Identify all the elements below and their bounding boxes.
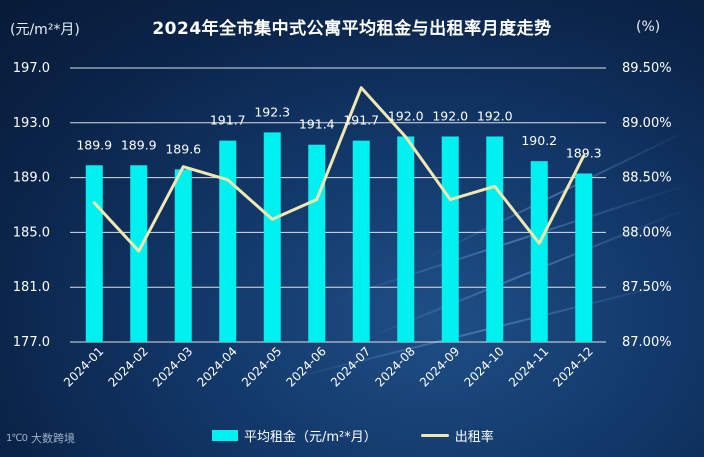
legend-item-occupancy: 出租率 bbox=[420, 426, 494, 445]
rent-data-label: 192.0 bbox=[477, 109, 513, 124]
left-axis-tick-label: 177.0 bbox=[13, 335, 50, 350]
rent-data-label: 192.0 bbox=[388, 109, 424, 124]
rent-bar bbox=[308, 144, 326, 342]
rent-bar bbox=[219, 140, 237, 342]
left-axis-tick-label: 185.0 bbox=[13, 225, 50, 240]
rent-bar bbox=[85, 165, 103, 342]
bar-series bbox=[85, 132, 593, 342]
data-labels: 189.9 189.9 189.6 191.7 192.3 191.4 191.7 192.0… bbox=[76, 104, 601, 160]
legend-occupancy-label: 出租率 bbox=[454, 429, 494, 445]
rent-data-label: 189.9 bbox=[76, 137, 112, 152]
left-axis-tick-label: 189.0 bbox=[13, 171, 50, 186]
legend-rent-label: 平均租金（元/m²*月） bbox=[244, 429, 377, 445]
right-axis-tick-label: 88.00% bbox=[622, 225, 672, 240]
axis-labels: 177.0 181.0 185.0 189.0 193.0 197.0 87.00% 87.5… bbox=[13, 61, 672, 390]
rent-bar bbox=[263, 132, 281, 342]
gridlines bbox=[70, 67, 606, 343]
x-axis-category-label: 2024-04 bbox=[195, 344, 240, 389]
rent-bar bbox=[130, 165, 148, 342]
watermark: 1℃0 大数跨境 bbox=[6, 430, 75, 446]
x-axis-category-label: 2024-08 bbox=[373, 344, 418, 389]
x-axis-category-label: 2024-01 bbox=[61, 344, 106, 389]
right-axis-tick-label: 89.50% bbox=[622, 61, 672, 76]
rent-bar bbox=[441, 136, 459, 342]
rent-data-label: 189.6 bbox=[165, 141, 201, 156]
right-axis-unit: (%) bbox=[636, 19, 661, 35]
x-axis-category-label: 2024-09 bbox=[417, 344, 462, 389]
x-axis-category-label: 2024-11 bbox=[506, 344, 551, 389]
rent-data-label: 189.9 bbox=[121, 137, 157, 152]
rent-data-label: 189.3 bbox=[566, 145, 602, 160]
rent-bar bbox=[530, 161, 548, 342]
rent-bar bbox=[174, 169, 192, 342]
x-axis-category-label: 2024-10 bbox=[462, 344, 507, 389]
right-axis-tick-label: 87.50% bbox=[622, 280, 672, 295]
chart-title: 2024年全市集中式公寓平均租金与出租率月度走势 bbox=[152, 19, 552, 39]
rent-data-label: 192.3 bbox=[254, 104, 290, 119]
right-axis-tick-label: 87.00% bbox=[622, 335, 672, 350]
rent-data-label: 191.7 bbox=[343, 113, 379, 128]
legend-bar-swatch bbox=[212, 429, 238, 441]
rent-bar bbox=[352, 140, 370, 342]
x-axis-category-label: 2024-07 bbox=[328, 344, 373, 389]
x-axis-category-label: 2024-12 bbox=[551, 344, 596, 389]
rent-bar bbox=[575, 173, 593, 342]
x-axis-category-label: 2024-05 bbox=[239, 344, 284, 389]
legend: 平均租金（元/m²*月） 出租率 bbox=[212, 426, 538, 445]
line-series bbox=[92, 86, 586, 253]
rent-bar bbox=[397, 136, 415, 342]
rent-data-label: 191.4 bbox=[299, 117, 335, 132]
left-axis-unit: (元/m²*月) bbox=[10, 22, 80, 38]
rent-bar bbox=[486, 136, 504, 342]
rent-data-label: 192.0 bbox=[432, 109, 468, 124]
rent-data-label: 191.7 bbox=[210, 113, 246, 128]
left-axis-tick-label: 193.0 bbox=[13, 116, 50, 131]
x-axis-category-label: 2024-03 bbox=[150, 344, 195, 389]
watermark-logo: 1℃0 bbox=[6, 432, 28, 444]
watermark-text: 大数跨境 bbox=[30, 432, 75, 445]
left-axis-tick-label: 181.0 bbox=[13, 280, 50, 295]
legend-line-swatch bbox=[420, 433, 449, 437]
x-axis-category-label: 2024-06 bbox=[284, 344, 329, 389]
x-axis-category-label: 2024-02 bbox=[106, 344, 151, 389]
rent-data-label: 190.2 bbox=[521, 133, 557, 148]
right-axis-tick-label: 89.00% bbox=[622, 116, 672, 131]
occupancy-line bbox=[92, 86, 586, 253]
legend-item-rent: 平均租金（元/m²*月） bbox=[212, 426, 377, 445]
right-axis-tick-label: 88.50% bbox=[622, 171, 672, 186]
left-axis-tick-label: 197.0 bbox=[13, 61, 50, 76]
